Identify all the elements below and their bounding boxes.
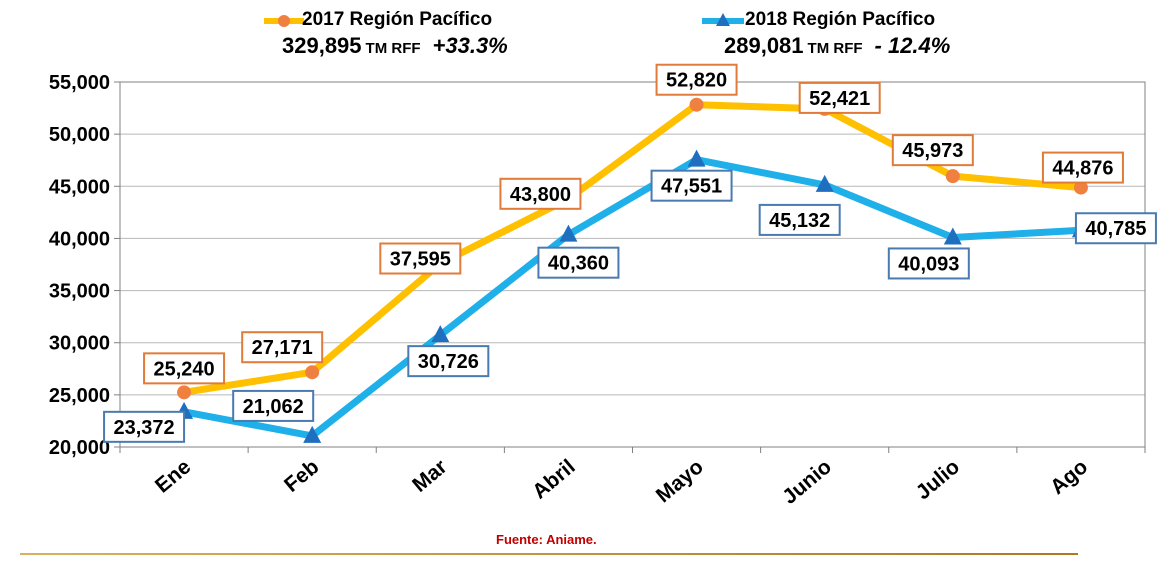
data-label-2018-box [537,246,620,279]
data-label-2017-box [891,134,974,167]
data-label-2018: 45,132 [769,210,830,232]
y-tick-label: 40,000 [49,228,110,250]
data-label-2018: 30,726 [418,351,479,373]
point-2017 [305,365,320,380]
data-label-2017: 25,240 [153,358,214,380]
data-label-2018-box [1074,212,1157,245]
data-label-2017-box [143,352,226,385]
y-tick-label: 25,000 [49,385,110,407]
data-label-2018-box [407,345,490,378]
x-tick-label: Ago [1046,455,1092,499]
data-label-2017: 45,973 [902,140,963,162]
x-tick-label: Julio [912,455,964,504]
x-tick-label: Junio [778,455,836,509]
point-2018 [559,224,578,242]
legend-2017-marker [264,15,304,27]
point-2017 [689,97,704,112]
y-tick-label: 50,000 [49,124,110,146]
data-label-2018: 40,785 [1085,218,1146,240]
label-layer: 25,240 27,171 37,595 43,800 52,820 52,421 45,9… [103,63,1157,443]
data-label-2018: 40,093 [898,253,959,275]
data-label-2017: 52,421 [809,88,870,110]
data-label-2018-box [887,247,970,280]
data-label-2017-box [241,331,324,364]
data-label-2017-box [499,177,582,210]
data-label-2017: 52,820 [666,70,727,92]
data-label-2017-box [1041,151,1124,184]
legend-2017-total-value: 329,895 [282,33,362,58]
x-tick-label: Feb [280,455,323,497]
legend-2017-pct: +33.3% [432,33,508,58]
data-label-2018: 21,062 [243,396,304,418]
legend-2017-title: 2017 Región Pacífico [302,9,493,30]
data-label-2017: 37,595 [390,249,451,271]
line-chart: 20,000 25,000 30,000 35,000 40,000 45,000 50,0… [49,63,1157,509]
data-label-2018: 40,360 [548,253,609,275]
y-tick-label: 35,000 [49,281,110,303]
y-tick-label: 55,000 [49,72,110,94]
y-tick-label: 45,000 [49,176,110,198]
legend-2018-pct: - 12.4% [874,33,951,58]
data-label-2018-box [103,410,186,443]
data-label-2018-box [650,169,733,202]
legend-2017-unit: TM RFF [365,40,421,57]
x-tick-label: Mayo [652,455,708,507]
point-2018 [943,227,962,245]
x-tick-label: Ene [151,455,195,497]
legend-2018-total-value: 289,081 [724,33,804,58]
point-2017 [1073,180,1088,195]
series-line-2018 [183,156,1082,440]
data-label-2017: 44,876 [1052,158,1113,180]
data-label-2017: 43,800 [510,184,571,206]
point-2017 [177,385,192,400]
source-note: Fuente: Aniame. [496,532,597,547]
data-label-2018: 23,372 [113,417,174,439]
y-tick-label: 20,000 [49,437,110,459]
point-2018 [815,174,834,192]
point-2018 [303,425,322,443]
x-tick-label: Mar [408,455,451,497]
legend-2017-total: 329,895 TM RFF +33.3% [282,33,508,59]
point-2018 [687,149,706,167]
legend-2018-total: 289,081 TM RFF - 12.4% [724,33,950,59]
data-label-2018-box [758,203,841,236]
data-label-2018-box [232,389,315,422]
data-label-2017-box [798,81,881,114]
legend-2018-unit: TM RFF [807,40,863,57]
point-2017 [945,169,960,184]
data-label-2017: 27,171 [252,337,313,359]
legend-2018-title: 2018 Región Pacífico [745,9,936,30]
footer-divider [20,553,1078,555]
data-label-2017-box [655,63,738,96]
point-2018 [431,325,450,343]
y-tick-label: 30,000 [49,333,110,355]
legend-2018-marker [702,13,744,26]
data-label-2017-box [379,242,462,275]
x-tick-label: Abril [528,455,579,503]
data-label-2018: 47,551 [661,176,722,198]
